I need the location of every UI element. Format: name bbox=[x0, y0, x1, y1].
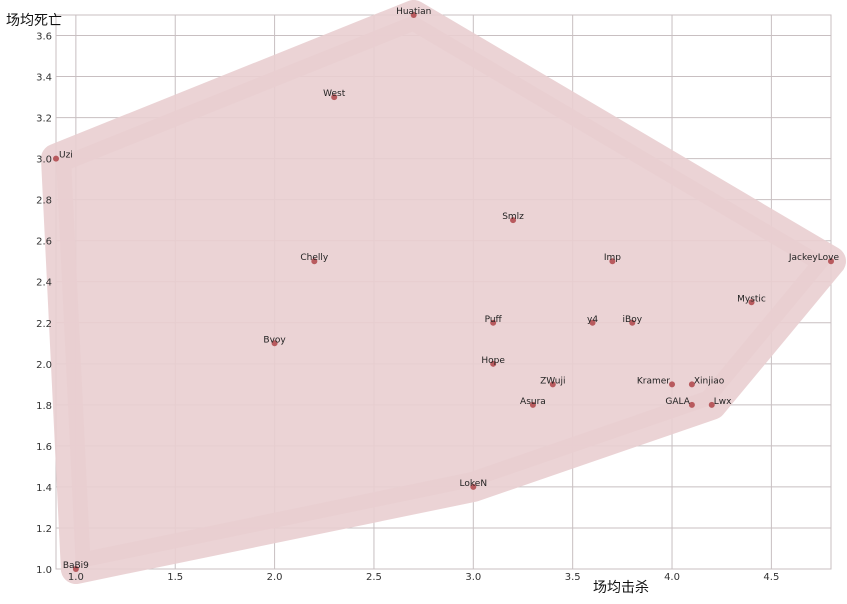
point-bvoy[interactable] bbox=[271, 340, 278, 347]
point-chelly[interactable] bbox=[311, 258, 318, 265]
point-puff[interactable] bbox=[490, 319, 497, 326]
y-tick-label: 3.0 bbox=[36, 155, 52, 166]
x-tick-label: 3.0 bbox=[465, 572, 481, 583]
y-tick-label: 1.4 bbox=[36, 483, 52, 494]
point-label: GALA bbox=[665, 397, 690, 407]
x-tick-label: 1.0 bbox=[68, 572, 84, 583]
y-tick-label: 1.8 bbox=[36, 401, 52, 412]
point-hope[interactable] bbox=[490, 360, 497, 367]
point-label: West bbox=[323, 89, 346, 99]
y-tick-label: 2.4 bbox=[36, 278, 52, 289]
point-imp[interactable] bbox=[609, 258, 616, 265]
point-label: BaBi9 bbox=[63, 561, 89, 571]
point-label: Chelly bbox=[300, 253, 329, 263]
y-tick-label: 1.6 bbox=[36, 442, 52, 453]
y-tick-label: 3.4 bbox=[36, 73, 52, 84]
point-label: Imp bbox=[604, 253, 621, 263]
y-tick-label: 3.6 bbox=[36, 32, 52, 43]
point-label: JackeyLove bbox=[788, 253, 840, 263]
point-label: y4 bbox=[587, 315, 598, 325]
point-lwx[interactable] bbox=[708, 401, 715, 408]
point-label: ZWuji bbox=[540, 376, 565, 386]
point-label: Huatian bbox=[396, 7, 431, 17]
y-tick-label: 1.2 bbox=[36, 524, 52, 535]
x-tick-label: 4.5 bbox=[763, 572, 779, 583]
point-jackeylove[interactable] bbox=[828, 258, 834, 265]
points: Huatian West Uzi Smlz Chelly Imp JackeyLove Mys… bbox=[53, 7, 839, 572]
point-uzi[interactable] bbox=[53, 155, 59, 162]
point-gala[interactable] bbox=[688, 401, 695, 408]
point-babi9[interactable] bbox=[72, 566, 79, 572]
y-axis-title: 场均死亡 bbox=[6, 13, 62, 29]
point-smlz[interactable] bbox=[510, 217, 517, 224]
point-label: Bvoy bbox=[263, 335, 286, 345]
point-label: iBoy bbox=[623, 315, 643, 325]
y-tick-label: 1.0 bbox=[36, 565, 52, 576]
point-label: Smlz bbox=[502, 212, 524, 222]
y-tick-label: 2.2 bbox=[36, 319, 52, 330]
point-iboy[interactable] bbox=[629, 319, 636, 326]
point-kramer[interactable] bbox=[669, 381, 676, 388]
x-tick-label: 1.5 bbox=[167, 572, 183, 583]
point-label: Xinjiao bbox=[694, 376, 725, 386]
point-xinjiao[interactable] bbox=[688, 381, 695, 388]
point-label: Lwx bbox=[714, 397, 732, 407]
point-y4[interactable] bbox=[589, 319, 596, 326]
tick-labels: 1.0 1.5 2.0 2.5 3.0 3.5 4.0 4.5 1.0 1.2 1.4 1.6 1.8 2… bbox=[36, 32, 779, 583]
point-label: LokeN bbox=[460, 479, 488, 489]
convex-hull bbox=[41, 0, 846, 584]
point-asura[interactable] bbox=[529, 401, 536, 408]
point-mystic[interactable] bbox=[748, 299, 755, 306]
point-label: Kramer bbox=[637, 376, 670, 386]
y-tick-label: 2.0 bbox=[36, 360, 52, 371]
x-axis-title: 场均击杀 bbox=[593, 580, 649, 596]
x-tick-label: 2.5 bbox=[366, 572, 382, 583]
y-tick-label: 2.6 bbox=[36, 237, 52, 248]
point-west[interactable] bbox=[331, 94, 338, 101]
x-tick-label: 2.0 bbox=[267, 572, 283, 583]
y-tick-label: 2.8 bbox=[36, 196, 52, 207]
point-label: Mystic bbox=[737, 294, 766, 304]
x-tick-label: 4.0 bbox=[664, 572, 680, 583]
point-loken[interactable] bbox=[470, 483, 477, 490]
point-label: Uzi bbox=[59, 151, 73, 161]
point-huatian[interactable] bbox=[410, 12, 417, 18]
point-zwuji[interactable] bbox=[549, 381, 556, 388]
point-label: Puff bbox=[485, 315, 503, 325]
point-label: Hope bbox=[481, 356, 505, 366]
y-tick-label: 3.2 bbox=[36, 114, 52, 125]
point-label: Asura bbox=[520, 397, 546, 407]
x-tick-label: 3.5 bbox=[565, 572, 581, 583]
